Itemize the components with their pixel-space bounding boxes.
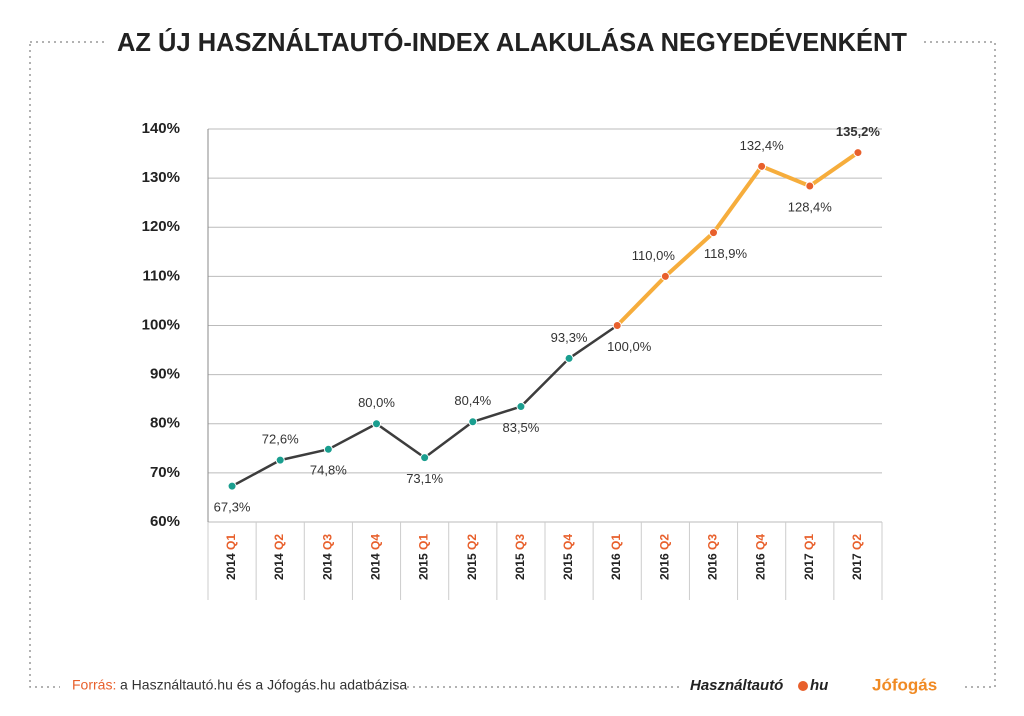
value-label: 80,0% bbox=[358, 395, 395, 410]
x-tick-label: 2015 Q2 bbox=[465, 534, 479, 580]
source: a Használtautó.hu és a Jófogás.hu adatbá… bbox=[120, 677, 407, 693]
marker bbox=[853, 148, 863, 158]
line bbox=[615, 150, 860, 327]
value-label: 132,4% bbox=[740, 138, 785, 153]
x-tick-label: 2017 Q2 bbox=[850, 534, 864, 580]
x-tick-year: 2017 bbox=[802, 550, 816, 580]
value-label: 74,8% bbox=[310, 463, 347, 478]
source-label: Forrás: bbox=[72, 677, 116, 693]
value-label: 73,1% bbox=[406, 471, 443, 486]
x-tick-year: 2015 bbox=[465, 550, 479, 580]
marker bbox=[709, 228, 718, 238]
x-tick-label: 2014 Q1 bbox=[224, 534, 238, 580]
value-label: 67,3% bbox=[214, 500, 251, 515]
y-tick-label: 90% bbox=[150, 366, 180, 383]
marker bbox=[227, 481, 237, 491]
y-tick-label: 120% bbox=[142, 218, 180, 235]
x-tick-quarter: Q1 bbox=[802, 534, 816, 550]
x-tick-label: 2014 Q3 bbox=[321, 534, 335, 580]
x-tick-quarter: Q4 bbox=[754, 534, 768, 550]
x-tick-year: 2017 bbox=[850, 550, 864, 580]
x-tick-quarter: Q3 bbox=[513, 534, 527, 550]
x-tick-quarter: Q2 bbox=[850, 534, 864, 550]
value-label: 93,3% bbox=[551, 330, 588, 345]
x-tick-label: 2016 Q4 bbox=[754, 534, 768, 580]
marker bbox=[275, 455, 285, 465]
x-tick-year: 2016 bbox=[658, 550, 672, 580]
value-label: 128,4% bbox=[788, 199, 833, 214]
x-tick-quarter: Q2 bbox=[465, 534, 479, 550]
y-tick-label: 130% bbox=[142, 169, 180, 186]
x-tick-quarter: Q2 bbox=[272, 534, 286, 550]
value-label: 118,9% bbox=[704, 246, 748, 261]
x-tick-quarter: Q3 bbox=[321, 534, 335, 550]
x-tick-label: 2015 Q4 bbox=[561, 534, 575, 580]
value-label: 135,2% bbox=[836, 124, 881, 139]
x-tick-year: 2014 bbox=[224, 550, 238, 580]
logo-dot bbox=[798, 681, 808, 691]
y-tick-label: 110% bbox=[142, 267, 180, 284]
logo: Jófogás bbox=[872, 675, 937, 694]
marker bbox=[660, 271, 670, 281]
logo: Használtautó bbox=[690, 677, 783, 694]
marker bbox=[612, 321, 622, 330]
x-tick-label: 2016 Q3 bbox=[706, 534, 720, 580]
value-label: 83,5% bbox=[502, 420, 539, 435]
marker bbox=[323, 444, 333, 454]
x-tick-quarter: Q1 bbox=[224, 534, 238, 550]
x-tick-quarter: Q1 bbox=[609, 534, 623, 550]
x-tick-label: 2017 Q1 bbox=[802, 534, 816, 580]
x-tick-label: 2015 Q3 bbox=[513, 534, 527, 580]
x-tick-year: 2016 bbox=[754, 550, 768, 580]
x-tick-label: 2014 Q2 bbox=[272, 534, 286, 580]
footer-bg bbox=[680, 670, 965, 705]
x-tick-quarter: Q1 bbox=[417, 534, 431, 550]
marker bbox=[564, 353, 574, 363]
y-tick-label: 140% bbox=[142, 120, 180, 137]
y-tick-label: 80% bbox=[150, 415, 180, 432]
value-label: 110,0% bbox=[632, 248, 676, 263]
footer-bg bbox=[60, 670, 405, 705]
x-tick-quarter: Q4 bbox=[369, 534, 383, 550]
marker bbox=[805, 181, 815, 191]
marker bbox=[372, 419, 381, 429]
title-bg bbox=[105, 20, 920, 65]
x-tick-year: 2016 bbox=[609, 550, 623, 580]
y-tick-label: 60% bbox=[150, 513, 180, 530]
x-tick-year: 2014 bbox=[272, 550, 286, 580]
value-label: 72,6% bbox=[262, 432, 299, 447]
value-label: 80,4% bbox=[454, 393, 491, 408]
x-tick-year: 2014 bbox=[369, 550, 383, 580]
chart-title: AZ ÚJ HASZNÁLTAUTÓ-INDEX ALAKULÁSA NEGYE… bbox=[117, 27, 907, 57]
marker bbox=[516, 402, 526, 412]
value-label: 100,0% bbox=[607, 339, 652, 354]
x-tick-label: 2014 Q4 bbox=[369, 534, 383, 580]
y-tick-label: 70% bbox=[150, 464, 180, 481]
x-tick-quarter: Q3 bbox=[706, 534, 720, 550]
marker bbox=[757, 161, 767, 171]
x-tick-year: 2015 bbox=[513, 550, 527, 580]
y-tick-label: 100% bbox=[142, 316, 180, 333]
x-tick-year: 2016 bbox=[706, 550, 720, 580]
x-tick-quarter: Q2 bbox=[658, 534, 672, 550]
marker bbox=[420, 453, 430, 463]
x-tick-label: 2015 Q1 bbox=[417, 534, 431, 580]
x-tick-label: 2016 Q2 bbox=[658, 534, 672, 580]
x-tick-quarter: Q4 bbox=[561, 534, 575, 550]
x-tick-year: 2014 bbox=[321, 550, 335, 580]
marker bbox=[468, 417, 478, 427]
logo: hu bbox=[810, 677, 828, 694]
x-tick-year: 2015 bbox=[417, 550, 431, 580]
x-tick-year: 2015 bbox=[561, 550, 575, 580]
x-tick-label: 2016 Q1 bbox=[609, 534, 623, 580]
